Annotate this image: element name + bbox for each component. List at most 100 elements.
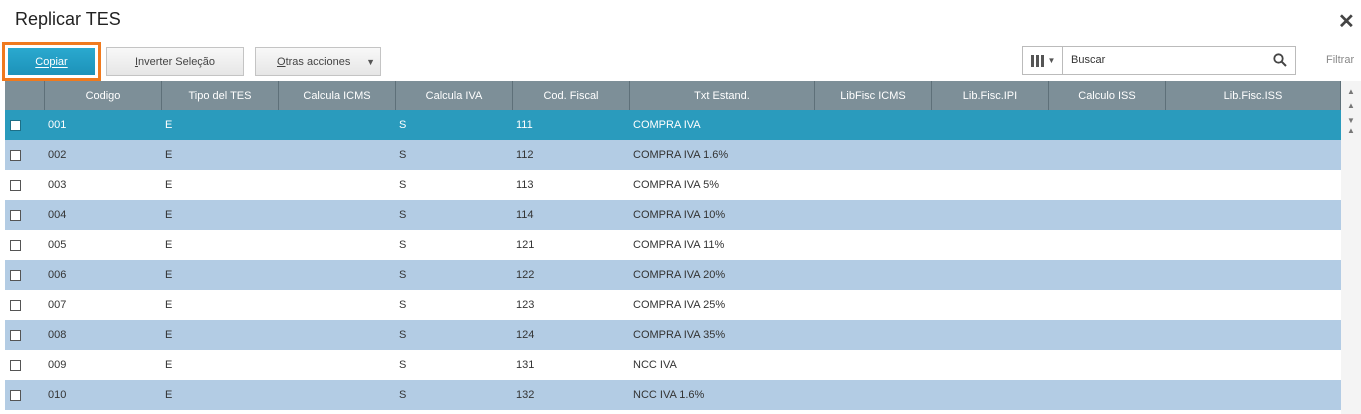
column-header[interactable]: Txt Estand. bbox=[630, 81, 815, 110]
table-row[interactable]: 003 E S 113 COMPRA IVA 5% bbox=[5, 170, 1341, 200]
table-cell: COMPRA IVA 1.6% bbox=[633, 149, 729, 161]
row-checkbox-cell[interactable] bbox=[5, 140, 25, 170]
table-cell bbox=[932, 290, 1049, 320]
scroll-up-icon[interactable]: ▲ bbox=[1347, 87, 1355, 96]
table-cell: S bbox=[399, 119, 407, 131]
table-cell bbox=[815, 170, 932, 200]
invert-mnemonic: I bbox=[134, 55, 138, 68]
copy-button[interactable]: Copiar bbox=[2, 42, 101, 81]
table-row[interactable]: 006 E S 122 COMPRA IVA 20% bbox=[5, 260, 1341, 290]
column-header[interactable]: Calcula IVA bbox=[396, 81, 513, 110]
table-cell: 002 bbox=[48, 149, 67, 161]
table-cell: COMPRA IVA 5% bbox=[633, 179, 719, 191]
row-checkbox[interactable] bbox=[9, 299, 21, 311]
table-cell bbox=[279, 350, 396, 380]
row-checkbox[interactable] bbox=[9, 149, 21, 161]
column-header[interactable]: Calcula ICMS bbox=[279, 81, 396, 110]
table-cell bbox=[1166, 140, 1341, 170]
table-row[interactable]: 010 E S 132 NCC IVA 1.6% bbox=[5, 380, 1341, 410]
scroll-up-icon[interactable]: ▲ bbox=[1347, 126, 1355, 135]
row-checkbox-cell[interactable] bbox=[5, 200, 25, 230]
row-checkbox-cell[interactable] bbox=[5, 380, 25, 410]
row-checkbox-cell[interactable] bbox=[5, 260, 25, 290]
table-cell: E bbox=[165, 239, 173, 251]
search-input[interactable] bbox=[1069, 53, 1263, 67]
table-cell: 007 bbox=[48, 299, 67, 311]
row-spacer bbox=[25, 350, 45, 380]
search-box[interactable] bbox=[1062, 46, 1296, 75]
column-header[interactable]: Calculo ISS bbox=[1049, 81, 1166, 110]
row-checkbox[interactable] bbox=[9, 359, 21, 371]
grid-body: 001 E S 111 COMPRA IVA 002 E S 112 COMPRA IVA 1.6… bbox=[5, 110, 1341, 410]
table-cell bbox=[279, 290, 396, 320]
table-cell bbox=[932, 140, 1049, 170]
table-cell: S bbox=[399, 299, 407, 311]
vertical-scrollbar[interactable]: ▲ ▲ ▼ ▲ bbox=[1341, 81, 1361, 414]
other-mnemonic: O bbox=[277, 55, 286, 68]
row-checkbox-cell[interactable] bbox=[5, 170, 25, 200]
table-cell: E bbox=[165, 299, 173, 311]
table-cell bbox=[815, 200, 932, 230]
row-checkbox-cell[interactable] bbox=[5, 230, 25, 260]
table-row[interactable]: 009 E S 131 NCC IVA bbox=[5, 350, 1341, 380]
column-header[interactable]: Lib.Fisc.ISS bbox=[1166, 81, 1341, 110]
row-checkbox[interactable] bbox=[9, 119, 21, 131]
table-cell: 113 bbox=[516, 179, 534, 191]
table-cell: NCC IVA 1.6% bbox=[633, 389, 705, 401]
row-checkbox-cell[interactable] bbox=[5, 290, 25, 320]
table-cell: S bbox=[399, 209, 407, 221]
table-row[interactable]: 005 E S 121 COMPRA IVA 11% bbox=[5, 230, 1341, 260]
table-row[interactable]: 007 E S 123 COMPRA IVA 25% bbox=[5, 290, 1341, 320]
table-cell bbox=[279, 140, 396, 170]
row-checkbox-cell[interactable] bbox=[5, 320, 25, 350]
table-cell bbox=[1049, 140, 1166, 170]
table-cell bbox=[1166, 350, 1341, 380]
table-cell: S bbox=[399, 239, 407, 251]
search-icon[interactable] bbox=[1273, 53, 1287, 72]
table-row[interactable]: 002 E S 112 COMPRA IVA 1.6% bbox=[5, 140, 1341, 170]
header-select-cell[interactable] bbox=[5, 81, 45, 110]
row-checkbox[interactable] bbox=[9, 239, 21, 251]
column-selector[interactable]: ▼ bbox=[1022, 46, 1063, 75]
table-cell bbox=[815, 260, 932, 290]
table-row[interactable]: 008 E S 124 COMPRA IVA 35% bbox=[5, 320, 1341, 350]
scroll-up-icon[interactable]: ▲ bbox=[1347, 101, 1355, 110]
table-cell bbox=[1166, 230, 1341, 260]
table-cell: 123 bbox=[516, 299, 535, 311]
column-header[interactable]: Codigo bbox=[45, 81, 162, 110]
row-checkbox[interactable] bbox=[9, 329, 21, 341]
table-cell bbox=[932, 110, 1049, 140]
row-checkbox[interactable] bbox=[9, 269, 21, 281]
table-cell bbox=[1166, 170, 1341, 200]
table-cell: COMPRA IVA bbox=[633, 119, 701, 131]
column-header[interactable]: Cod. Fiscal bbox=[513, 81, 630, 110]
table-cell bbox=[1166, 110, 1341, 140]
table-cell: 121 bbox=[516, 239, 535, 251]
table-row[interactable]: 001 E S 111 COMPRA IVA bbox=[5, 110, 1341, 140]
chevron-down-icon[interactable]: ▼ bbox=[366, 57, 375, 67]
table-cell bbox=[932, 230, 1049, 260]
table-cell bbox=[279, 320, 396, 350]
window-title: Replicar TES bbox=[15, 9, 121, 29]
row-checkbox[interactable] bbox=[9, 179, 21, 191]
close-icon[interactable]: ✕ bbox=[1338, 11, 1355, 33]
table-row[interactable]: 004 E S 114 COMPRA IVA 10% bbox=[5, 200, 1341, 230]
table-cell bbox=[1049, 290, 1166, 320]
column-header[interactable]: Lib.Fisc.IPI bbox=[932, 81, 1049, 110]
table-cell: COMPRA IVA 25% bbox=[633, 299, 726, 311]
row-checkbox[interactable] bbox=[9, 389, 21, 401]
scroll-down-icon[interactable]: ▼ bbox=[1347, 116, 1355, 125]
grid-header: Codigo Tipo del TES Calcula ICMS Calcula… bbox=[5, 81, 1341, 110]
row-checkbox-cell[interactable] bbox=[5, 350, 25, 380]
column-header[interactable]: LibFisc ICMS bbox=[815, 81, 932, 110]
table-cell bbox=[279, 110, 396, 140]
table-cell bbox=[1049, 200, 1166, 230]
column-header[interactable]: Tipo del TES bbox=[162, 81, 279, 110]
row-checkbox-cell[interactable] bbox=[5, 110, 25, 140]
table-cell bbox=[815, 380, 932, 410]
table-cell bbox=[279, 260, 396, 290]
row-checkbox[interactable] bbox=[9, 209, 21, 221]
filter-link[interactable]: Filtrar bbox=[1326, 54, 1355, 66]
